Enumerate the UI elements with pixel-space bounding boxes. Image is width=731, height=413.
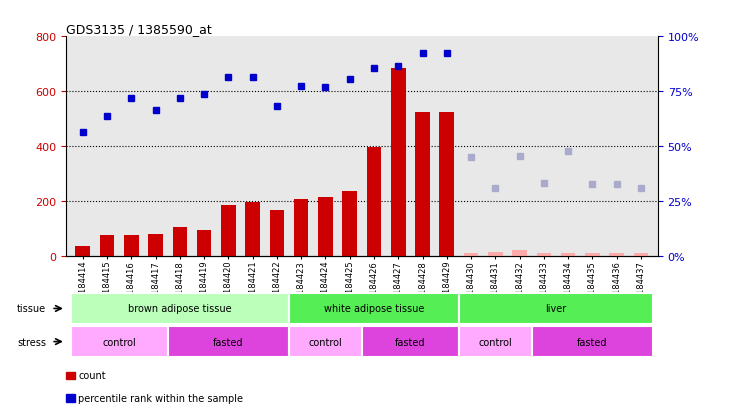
- Text: fasted: fasted: [577, 337, 607, 347]
- Bar: [459, 293, 653, 324]
- Bar: [148, 234, 163, 256]
- Bar: [439, 112, 454, 256]
- Bar: [362, 326, 459, 357]
- Text: percentile rank within the sample: percentile rank within the sample: [78, 393, 243, 403]
- Bar: [75, 247, 90, 256]
- Text: fasted: fasted: [213, 337, 243, 347]
- Bar: [99, 235, 114, 256]
- Bar: [342, 192, 357, 256]
- Bar: [197, 230, 211, 256]
- Bar: [71, 326, 167, 357]
- Bar: [459, 326, 531, 357]
- Bar: [294, 200, 308, 256]
- Text: count: count: [78, 370, 106, 380]
- Bar: [415, 112, 430, 256]
- Bar: [124, 235, 139, 256]
- Bar: [531, 326, 653, 357]
- Text: control: control: [308, 337, 342, 347]
- Bar: [270, 211, 284, 256]
- Bar: [561, 254, 575, 256]
- Bar: [488, 253, 503, 256]
- Bar: [512, 250, 527, 256]
- Text: GDS3135 / 1385590_at: GDS3135 / 1385590_at: [66, 23, 211, 36]
- Bar: [463, 253, 478, 256]
- Bar: [71, 293, 289, 324]
- Bar: [289, 293, 459, 324]
- Bar: [173, 227, 187, 256]
- Bar: [391, 69, 406, 256]
- Text: fasted: fasted: [395, 337, 425, 347]
- Text: liver: liver: [545, 304, 567, 314]
- Text: tissue: tissue: [18, 304, 46, 314]
- Text: brown adipose tissue: brown adipose tissue: [128, 304, 232, 314]
- Text: control: control: [102, 337, 136, 347]
- Bar: [318, 197, 333, 256]
- Text: stress: stress: [18, 337, 46, 347]
- Bar: [289, 326, 362, 357]
- Text: control: control: [478, 337, 512, 347]
- Bar: [610, 254, 624, 256]
- Bar: [167, 326, 289, 357]
- Bar: [537, 254, 551, 256]
- Bar: [221, 205, 235, 256]
- Bar: [585, 254, 599, 256]
- Bar: [634, 253, 648, 256]
- Text: white adipose tissue: white adipose tissue: [324, 304, 424, 314]
- Bar: [246, 203, 260, 256]
- Bar: [367, 148, 382, 256]
